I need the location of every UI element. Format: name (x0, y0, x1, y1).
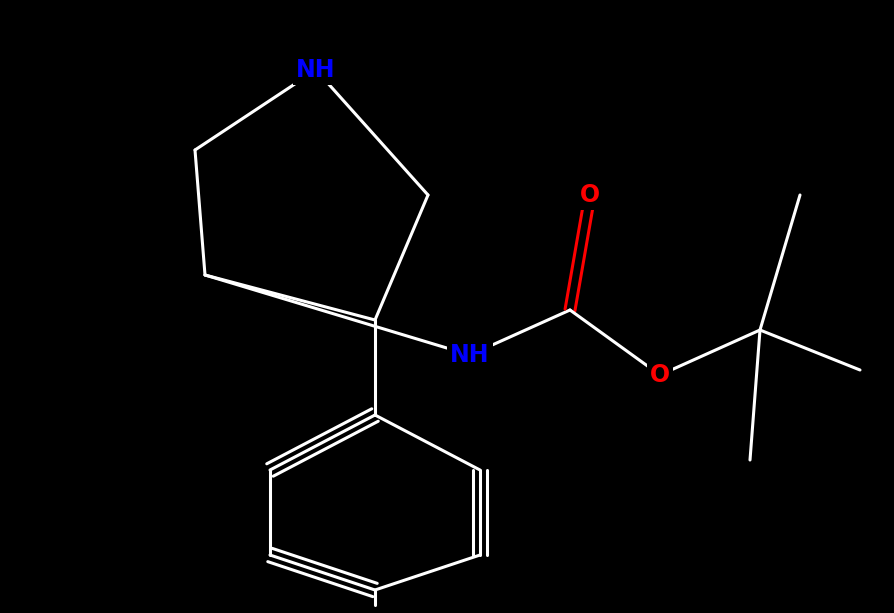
Text: O: O (650, 363, 670, 387)
Text: NH: NH (451, 343, 490, 367)
Text: NH: NH (296, 58, 336, 82)
Text: O: O (580, 183, 600, 207)
